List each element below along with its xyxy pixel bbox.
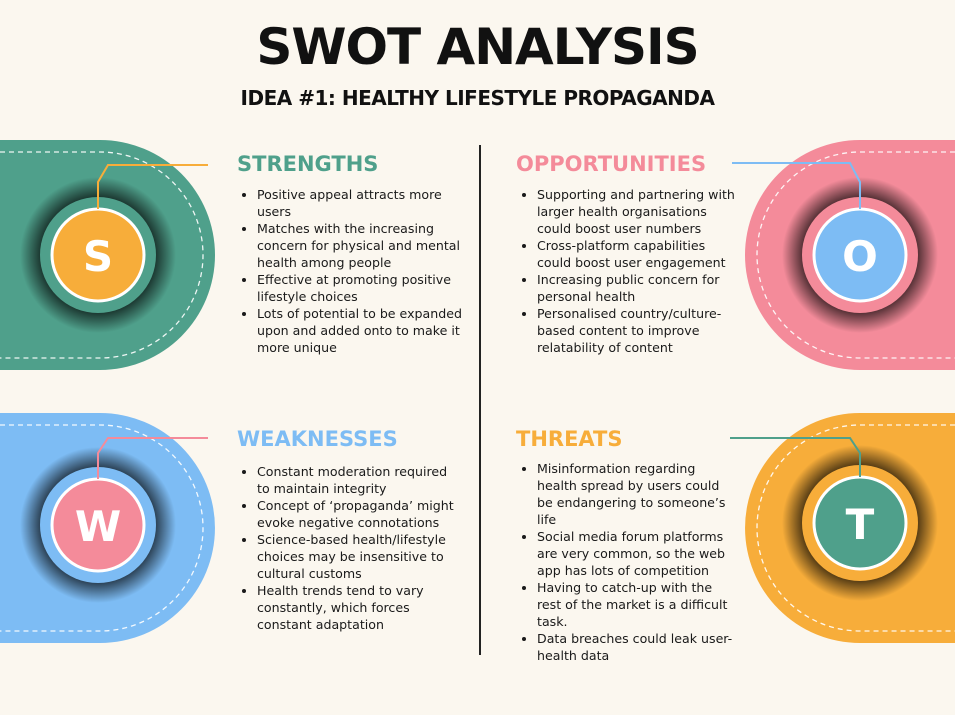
list-item: Matches with the increasing concern for … <box>257 220 472 271</box>
list-item: Cross-platform capabilities could boost … <box>537 237 735 271</box>
threats-badge: T <box>730 413 955 643</box>
opportunities-list: Supporting and partnering with larger he… <box>517 186 735 356</box>
center-divider <box>479 145 481 655</box>
weaknesses-heading: WEAKNESSES <box>237 427 398 451</box>
list-item: Constant moderation required to maintain… <box>257 463 457 497</box>
list-item: Effective at promoting positive lifestyl… <box>257 271 472 305</box>
strengths-badge: S <box>0 140 215 370</box>
list-item: Increasing public concern for personal h… <box>537 271 735 305</box>
list-item: Personalised country/culture-based conte… <box>537 305 735 356</box>
opportunities-badge: O <box>732 140 955 370</box>
strengths-heading: STRENGTHS <box>237 152 379 176</box>
page-subtitle: IDEA #1: HEALTHY LIFESTYLE PROPAGANDA <box>240 86 715 110</box>
threats-list: Misinformation regarding health spread b… <box>517 460 737 664</box>
list-item: Social media forum platforms are very co… <box>537 528 737 579</box>
list-item: Misinformation regarding health spread b… <box>537 460 737 528</box>
letter-t: T <box>846 500 875 549</box>
letter-o: O <box>842 232 878 281</box>
list-item: Supporting and partnering with larger he… <box>537 186 735 237</box>
weaknesses-list: Constant moderation required to maintain… <box>237 463 457 633</box>
list-item: Data breaches could leak user-health dat… <box>537 630 737 664</box>
page-title: SWOT ANALYSIS <box>256 18 699 76</box>
letter-w: W <box>75 502 121 551</box>
opportunities-heading: OPPORTUNITIES <box>516 152 707 176</box>
list-item: Lots of potential to be expanded upon an… <box>257 305 472 356</box>
list-item: Positive appeal attracts more users <box>257 186 472 220</box>
weaknesses-badge: W <box>0 413 215 643</box>
threats-heading: THREATS <box>516 427 623 451</box>
strengths-list: Positive appeal attracts more users Matc… <box>237 186 472 356</box>
list-item: Concept of ‘propaganda’ might evoke nega… <box>257 497 457 531</box>
list-item: Health trends tend to vary constantly, w… <box>257 582 457 633</box>
letter-s: S <box>83 232 113 281</box>
list-item: Having to catch-up with the rest of the … <box>537 579 737 630</box>
list-item: Science-based health/lifestyle choices m… <box>257 531 457 582</box>
